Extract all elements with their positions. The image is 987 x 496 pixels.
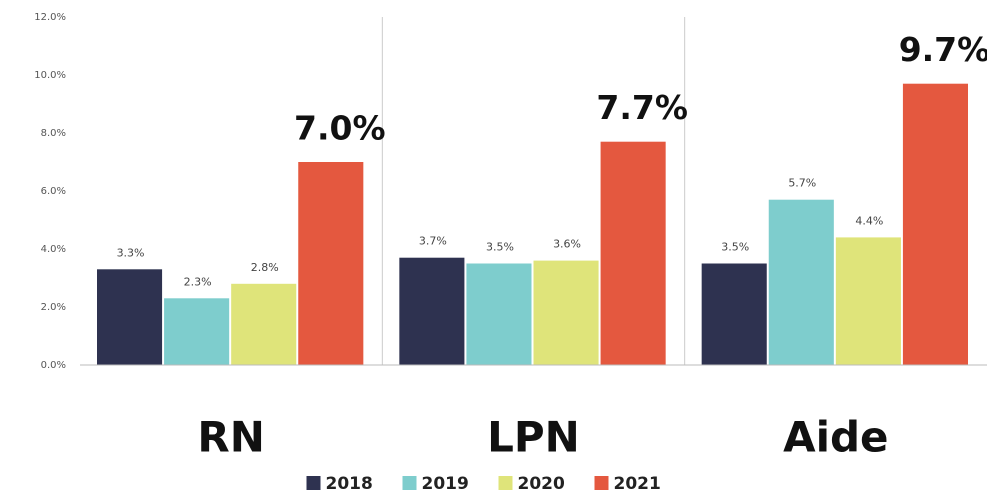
y-tick-label: 8.0% bbox=[41, 128, 66, 139]
legend-swatch bbox=[306, 476, 321, 490]
legend-swatch bbox=[498, 476, 513, 490]
value-label: 3.5% bbox=[486, 241, 514, 254]
bar bbox=[97, 269, 163, 365]
category-label: Aide bbox=[783, 413, 888, 462]
value-label: 3.7% bbox=[419, 235, 447, 248]
y-tick-label: 10.0% bbox=[34, 70, 66, 81]
legend-label: 2018 bbox=[326, 474, 373, 494]
value-label: 2.8% bbox=[251, 261, 279, 274]
bar bbox=[533, 260, 599, 365]
y-tick-label: 12.0% bbox=[34, 12, 66, 23]
bar bbox=[298, 162, 364, 365]
bar bbox=[466, 263, 532, 365]
y-tick-label: 4.0% bbox=[41, 244, 66, 255]
legend-label: 2021 bbox=[614, 474, 661, 494]
value-label: 7.7% bbox=[596, 88, 688, 127]
category-label: RN bbox=[197, 413, 265, 462]
value-label: 9.7% bbox=[899, 30, 987, 69]
bar bbox=[231, 283, 297, 365]
legend-swatch bbox=[402, 476, 417, 490]
bar bbox=[164, 298, 230, 365]
bar bbox=[399, 257, 465, 365]
legend-swatch bbox=[594, 476, 609, 490]
value-label: 2.3% bbox=[184, 275, 212, 288]
bar bbox=[902, 83, 968, 365]
value-label: 3.3% bbox=[117, 246, 145, 259]
value-label: 7.0% bbox=[294, 109, 386, 148]
value-label: 5.7% bbox=[788, 177, 816, 190]
value-label: 4.4% bbox=[855, 214, 883, 227]
legend-label: 2019 bbox=[422, 474, 469, 494]
value-label: 3.5% bbox=[721, 241, 749, 254]
y-tick-label: 0.0% bbox=[41, 360, 66, 371]
legend-label: 2020 bbox=[518, 474, 565, 494]
bar bbox=[600, 141, 666, 365]
category-label: LPN bbox=[487, 413, 580, 462]
y-tick-label: 2.0% bbox=[41, 302, 66, 313]
y-tick-label: 6.0% bbox=[41, 186, 66, 197]
value-label: 3.6% bbox=[553, 238, 581, 251]
bar bbox=[768, 199, 834, 365]
bar bbox=[835, 237, 901, 365]
bar bbox=[701, 263, 767, 365]
